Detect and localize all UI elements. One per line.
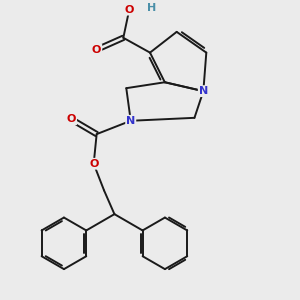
Text: O: O: [124, 4, 134, 15]
Text: O: O: [67, 114, 76, 124]
Text: O: O: [89, 159, 98, 169]
Text: N: N: [126, 116, 135, 126]
Text: N: N: [199, 86, 208, 96]
Text: H: H: [147, 3, 156, 13]
Text: O: O: [92, 45, 101, 55]
